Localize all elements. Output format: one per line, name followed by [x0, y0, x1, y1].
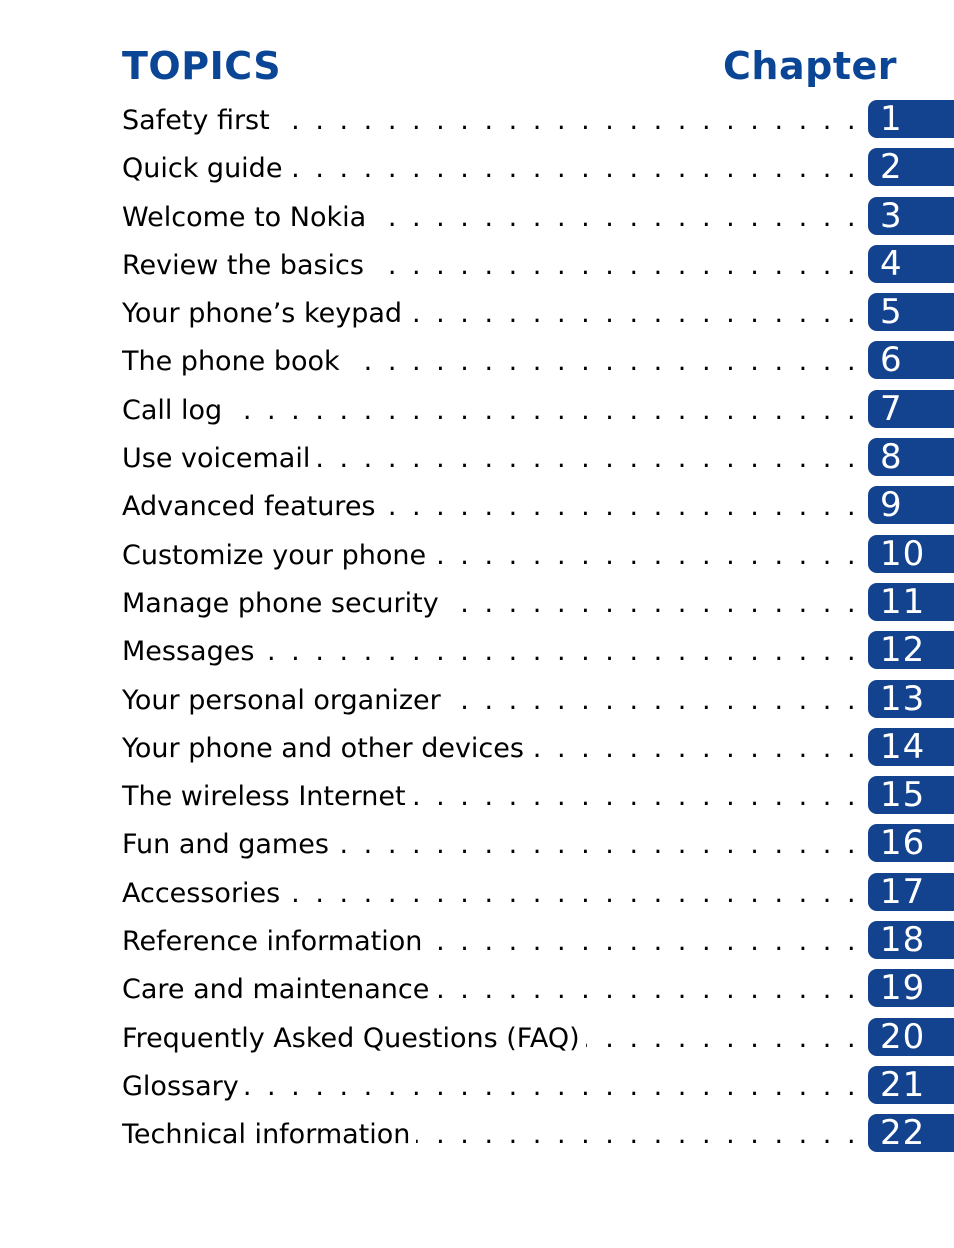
toc-topic-label: Frequently Asked Questions (FAQ): [122, 1022, 586, 1054]
chapter-tab[interactable]: 10: [868, 534, 954, 573]
toc-row[interactable]: . . . . . . . . . . . . . . . . . . . . …: [0, 915, 954, 963]
chapter-tab[interactable]: 11: [868, 582, 954, 621]
topics-heading: TOPICS: [122, 44, 282, 88]
toc-topic-label: Messages: [122, 636, 261, 668]
chapter-heading: Chapter: [723, 44, 897, 88]
chapter-tab[interactable]: 6: [868, 341, 954, 380]
toc-topic-label: Your phone’s keypad: [122, 298, 409, 330]
toc-topic[interactable]: . . . . . . . . . . . . . . . . . . . . …: [122, 391, 854, 431]
toc-topic-label: Your phone and other devices: [122, 732, 530, 764]
toc-topic[interactable]: . . . . . . . . . . . . . . . . . . . . …: [122, 1019, 854, 1059]
toc-topic-label: Reference information: [122, 926, 429, 958]
toc-topic[interactable]: . . . . . . . . . . . . . . . . . . . . …: [122, 825, 854, 865]
toc-row[interactable]: . . . . . . . . . . . . . . . . . . . . …: [0, 287, 954, 335]
chapter-tab[interactable]: 20: [868, 1017, 954, 1056]
chapter-tab[interactable]: 4: [868, 244, 954, 283]
toc-topic[interactable]: . . . . . . . . . . . . . . . . . . . . …: [122, 101, 854, 141]
toc-topic-label: Glossary: [122, 1070, 245, 1102]
toc-row[interactable]: . . . . . . . . . . . . . . . . . . . . …: [0, 722, 954, 770]
toc-topic-label: Accessories: [122, 877, 287, 909]
toc-topic-label: Quick guide: [122, 153, 289, 185]
chapter-tab[interactable]: 2: [868, 148, 954, 187]
chapter-tab[interactable]: 1: [868, 100, 954, 138]
toc-topic[interactable]: . . . . . . . . . . . . . . . . . . . . …: [122, 922, 854, 962]
toc-topic[interactable]: . . . . . . . . . . . . . . . . . . . . …: [122, 487, 854, 527]
toc-row[interactable]: . . . . . . . . . . . . . . . . . . . . …: [0, 674, 954, 722]
toc-topic-label: Use voicemail: [122, 443, 317, 475]
toc-row[interactable]: . . . . . . . . . . . . . . . . . . . . …: [0, 529, 954, 577]
toc-topic-label: The wireless Internet: [122, 781, 412, 813]
toc-topic[interactable]: . . . . . . . . . . . . . . . . . . . . …: [122, 439, 854, 479]
toc-row[interactable]: . . . . . . . . . . . . . . . . . . . . …: [0, 384, 954, 432]
toc-topic-label: Review the basics: [122, 249, 370, 281]
chapter-tab[interactable]: 5: [868, 293, 954, 332]
toc-row[interactable]: . . . . . . . . . . . . . . . . . . . . …: [0, 770, 954, 818]
chapter-tab[interactable]: 7: [868, 389, 954, 428]
dot-leader: . . . . . . . . . . . . . . . . . . . . …: [122, 394, 854, 426]
toc-row[interactable]: . . . . . . . . . . . . . . . . . . . . …: [0, 963, 954, 1011]
toc-topic[interactable]: . . . . . . . . . . . . . . . . . . . . …: [122, 584, 854, 624]
table-of-contents: . . . . . . . . . . . . . . . . . . . . …: [0, 94, 954, 1157]
toc-topic-label: Your personal organizer: [122, 684, 447, 716]
toc-row[interactable]: . . . . . . . . . . . . . . . . . . . . …: [0, 577, 954, 625]
toc-topic-label: Manage phone security: [122, 587, 445, 619]
chapter-tab[interactable]: 22: [868, 1114, 954, 1153]
toc-row[interactable]: . . . . . . . . . . . . . . . . . . . . …: [0, 142, 954, 190]
toc-topic[interactable]: . . . . . . . . . . . . . . . . . . . . …: [122, 632, 854, 672]
toc-row[interactable]: . . . . . . . . . . . . . . . . . . . . …: [0, 335, 954, 383]
toc-row[interactable]: . . . . . . . . . . . . . . . . . . . . …: [0, 94, 954, 142]
toc-topic[interactable]: . . . . . . . . . . . . . . . . . . . . …: [122, 294, 854, 334]
toc-row[interactable]: . . . . . . . . . . . . . . . . . . . . …: [0, 1108, 954, 1156]
chapter-tab[interactable]: 16: [868, 824, 954, 863]
toc-topic-label: Fun and games: [122, 829, 335, 861]
chapter-tab[interactable]: 17: [868, 872, 954, 911]
chapter-tab[interactable]: 19: [868, 969, 954, 1008]
chapter-tab[interactable]: 12: [868, 631, 954, 670]
toc-topic[interactable]: . . . . . . . . . . . . . . . . . . . . …: [122, 1115, 854, 1155]
chapter-tab[interactable]: 3: [868, 196, 954, 235]
toc-topic-label: Care and maintenance: [122, 974, 436, 1006]
toc-topic-label: Call log: [122, 394, 229, 426]
toc-topic[interactable]: . . . . . . . . . . . . . . . . . . . . …: [122, 1067, 854, 1107]
toc-topic[interactable]: . . . . . . . . . . . . . . . . . . . . …: [122, 777, 854, 817]
toc-topic[interactable]: . . . . . . . . . . . . . . . . . . . . …: [122, 536, 854, 576]
toc-topic[interactable]: . . . . . . . . . . . . . . . . . . . . …: [122, 874, 854, 914]
toc-topic[interactable]: . . . . . . . . . . . . . . . . . . . . …: [122, 342, 854, 382]
chapter-tab[interactable]: 21: [868, 1065, 954, 1104]
chapter-tab[interactable]: 8: [868, 438, 954, 477]
toc-row[interactable]: . . . . . . . . . . . . . . . . . . . . …: [0, 239, 954, 287]
toc-topic-label: Advanced features: [122, 491, 382, 523]
chapter-tab[interactable]: 9: [868, 486, 954, 525]
chapter-tab[interactable]: 14: [868, 727, 954, 766]
toc-topic[interactable]: . . . . . . . . . . . . . . . . . . . . …: [122, 970, 854, 1010]
toc-row[interactable]: . . . . . . . . . . . . . . . . . . . . …: [0, 625, 954, 673]
toc-row[interactable]: . . . . . . . . . . . . . . . . . . . . …: [0, 1060, 954, 1108]
toc-row[interactable]: . . . . . . . . . . . . . . . . . . . . …: [0, 191, 954, 239]
toc-topic[interactable]: . . . . . . . . . . . . . . . . . . . . …: [122, 198, 854, 238]
toc-row[interactable]: . . . . . . . . . . . . . . . . . . . . …: [0, 480, 954, 528]
toc-topic[interactable]: . . . . . . . . . . . . . . . . . . . . …: [122, 149, 854, 189]
toc-topic-label: Technical information: [122, 1119, 417, 1151]
toc-row[interactable]: . . . . . . . . . . . . . . . . . . . . …: [0, 432, 954, 480]
toc-topic-label: Welcome to Nokia: [122, 201, 373, 233]
chapter-tab[interactable]: 18: [868, 921, 954, 960]
toc-topic-label: Customize your phone: [122, 539, 433, 571]
toc-row[interactable]: . . . . . . . . . . . . . . . . . . . . …: [0, 1012, 954, 1060]
toc-topic-label: The phone book: [122, 346, 346, 378]
toc-row[interactable]: . . . . . . . . . . . . . . . . . . . . …: [0, 818, 954, 866]
toc-row[interactable]: . . . . . . . . . . . . . . . . . . . . …: [0, 867, 954, 915]
toc-topic[interactable]: . . . . . . . . . . . . . . . . . . . . …: [122, 246, 854, 286]
toc-topic[interactable]: . . . . . . . . . . . . . . . . . . . . …: [122, 729, 854, 769]
chapter-tab[interactable]: 13: [868, 679, 954, 718]
chapter-tab[interactable]: 15: [868, 776, 954, 815]
toc-topic-label: Safety first: [122, 105, 276, 136]
toc-topic[interactable]: . . . . . . . . . . . . . . . . . . . . …: [122, 681, 854, 721]
